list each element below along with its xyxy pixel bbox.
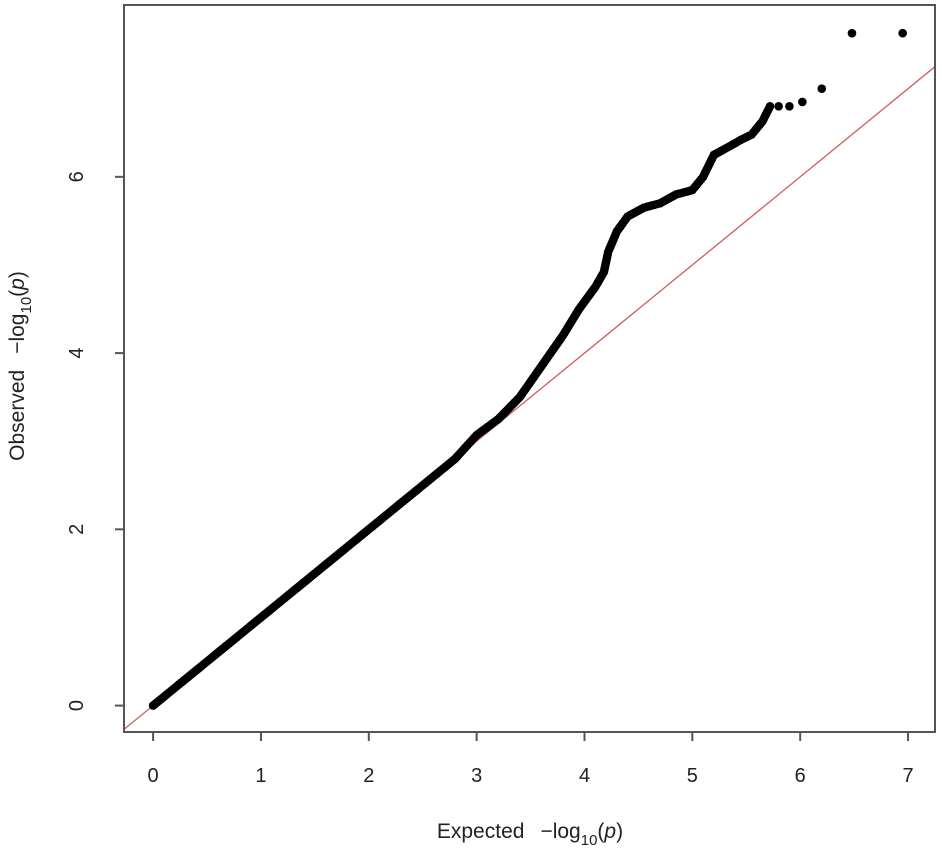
- data-point: [817, 84, 827, 94]
- data-point: [847, 28, 857, 38]
- points-layer: [148, 28, 907, 710]
- y-tick-label: 4: [66, 348, 88, 359]
- data-point: [774, 102, 783, 111]
- y-axis-title-neglog: −log: [6, 314, 29, 354]
- x-tick-label: 3: [471, 765, 482, 787]
- x-tick-label: 5: [687, 765, 698, 787]
- x-tick-label: 6: [795, 765, 806, 787]
- x-tick-label: 0: [148, 765, 159, 787]
- x-tick-label: 7: [902, 765, 913, 787]
- x-tick-label: 1: [255, 765, 266, 787]
- y-axis-title: Observed −log10(p): [6, 271, 35, 461]
- x-axis-title-close-paren: ): [616, 820, 623, 843]
- plot-background: [124, 5, 935, 732]
- y-tick-label: 2: [66, 524, 88, 535]
- x-axis-title-main: Expected: [437, 820, 525, 843]
- data-point: [798, 97, 807, 107]
- y-tick-label: 0: [66, 700, 88, 711]
- data-point: [765, 102, 775, 111]
- x-tick-label: 4: [579, 765, 590, 787]
- x-axis-title-subscript: 10: [581, 832, 598, 849]
- data-point: [898, 28, 907, 38]
- y-axis-title-main: Observed: [6, 370, 29, 461]
- y-tick-label: 6: [66, 171, 88, 182]
- y-axis-title-subscript: 10: [18, 297, 35, 314]
- x-axis-title: Expected −log10(p): [437, 820, 623, 849]
- y-axis-title-close-paren: ): [6, 271, 29, 278]
- x-axis-title-open-paren: (: [597, 820, 604, 843]
- x-axis: 0 1 2 3 4 5 6 7: [148, 731, 914, 787]
- y-axis: 0 2 4 6: [66, 171, 125, 711]
- x-axis-title-variable: p: [603, 820, 616, 843]
- y-axis-title-open-paren: (: [6, 290, 29, 297]
- x-axis-title-neglog: −log: [540, 820, 580, 843]
- x-tick-label: 2: [363, 765, 374, 787]
- y-axis-title-variable: p: [6, 278, 29, 291]
- data-point: [785, 102, 794, 111]
